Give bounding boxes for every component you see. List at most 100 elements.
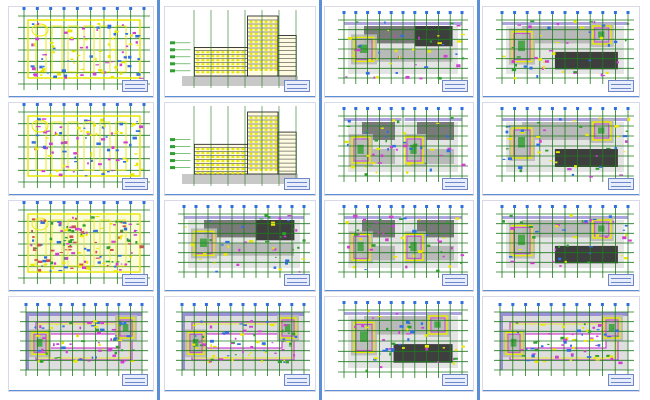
axis-grid	[338, 301, 468, 378]
drawing-sheet-graphic	[494, 303, 634, 376]
title-block	[442, 178, 468, 190]
sheet-r3c4	[482, 200, 640, 292]
stair-core	[589, 119, 614, 143]
annotation-marks	[502, 20, 630, 80]
sheet-r2c4	[482, 102, 640, 196]
drawing-sheet-graphic	[338, 106, 468, 192]
sheet-bottom-rule	[324, 390, 474, 392]
drawing-sheet-graphic	[170, 106, 298, 186]
title-block	[442, 80, 468, 92]
sheet-r2c3	[324, 102, 474, 196]
annotation-marks	[345, 214, 465, 273]
title-block	[442, 274, 468, 286]
level-markers	[170, 138, 191, 170]
axis-grid	[338, 11, 468, 84]
axis-grid	[338, 205, 468, 278]
annotation-marks	[30, 22, 144, 79]
sheet-r2c2	[164, 102, 316, 196]
drawing-sheet-graphic	[170, 10, 298, 88]
axis-grid	[496, 11, 634, 84]
sheet-bottom-rule	[482, 390, 640, 392]
annotation-marks	[192, 320, 298, 364]
sheet-bottom-rule	[164, 390, 316, 392]
annotation-marks	[502, 214, 632, 267]
annotation-marks	[344, 117, 466, 176]
title-block	[122, 374, 148, 386]
sheet-bottom-rule	[8, 390, 154, 392]
sheet-bottom-rule	[482, 96, 640, 98]
axis-grid	[496, 107, 634, 182]
title-block	[122, 274, 148, 286]
title-block	[284, 80, 310, 92]
stair-core	[115, 315, 137, 341]
annotation-marks	[30, 216, 144, 273]
sheet-bottom-rule	[324, 194, 474, 196]
drawing-sheet-graphic	[338, 204, 468, 288]
stair-core	[503, 329, 525, 358]
annotation-marks	[345, 21, 466, 80]
sheet-bottom-rule	[482, 194, 640, 196]
site-outline	[27, 115, 141, 177]
stair-core	[425, 313, 450, 337]
stair-core	[351, 34, 377, 65]
building-elevation	[182, 111, 298, 184]
stair-core	[589, 217, 614, 241]
sheet-r4c4	[482, 296, 640, 392]
sheet-r1c1	[8, 6, 154, 98]
drawing-sheet-graphic	[176, 303, 310, 376]
sheet-divider	[319, 0, 322, 400]
title-block	[608, 274, 634, 286]
drawing-sheet-graphic	[338, 11, 468, 84]
drawing-sheet-graphic	[178, 205, 310, 278]
title-block	[608, 80, 634, 92]
stair-core	[601, 315, 623, 341]
sheet-r3c3	[324, 200, 474, 292]
title-block	[608, 178, 634, 190]
title-block	[284, 374, 310, 386]
drawing-sheet-graphic	[20, 303, 148, 376]
stair-core	[185, 329, 207, 358]
drawing-sheet-graphic	[18, 103, 150, 188]
drawing-sheet-graphic	[338, 301, 468, 378]
drawing-sheet-graphic	[496, 205, 634, 278]
sheet-bottom-rule	[164, 96, 316, 98]
title-block	[608, 374, 634, 386]
title-block	[284, 178, 310, 190]
drawing-sheet-graphic	[496, 107, 634, 182]
stair-core	[402, 134, 426, 166]
sheet-r1c3	[324, 6, 474, 98]
sheet-r4c3	[324, 296, 474, 392]
annotation-marks	[502, 117, 631, 178]
sheet-r1c4	[482, 6, 640, 98]
sheet-bottom-rule	[8, 290, 154, 292]
title-block	[442, 374, 468, 386]
sheet-bottom-rule	[8, 96, 154, 98]
axis-grid	[178, 205, 310, 278]
title-block	[122, 80, 148, 92]
annotation-marks	[31, 118, 144, 177]
sheet-bottom-rule	[482, 290, 640, 292]
sheet-bottom-rule	[324, 290, 474, 292]
stair-core	[509, 28, 535, 65]
title-block	[284, 274, 310, 286]
stair-core	[589, 23, 614, 47]
sheet-divider	[477, 0, 480, 400]
sheet-r3c2	[164, 200, 316, 292]
drawing-sheet-graphic	[18, 201, 150, 284]
stair-core	[402, 231, 426, 264]
annotation-marks	[34, 320, 135, 364]
sheet-r3c1	[8, 200, 154, 292]
annotation-marks	[184, 214, 306, 273]
drawing-sheet-graphic	[496, 11, 634, 84]
stair-core	[349, 134, 373, 166]
sheet-r1c2	[164, 6, 316, 98]
sheet-bottom-rule	[164, 290, 316, 292]
sheet-bottom-rule	[8, 194, 154, 196]
level-markers	[170, 41, 191, 73]
annotation-marks	[515, 321, 623, 365]
annotation-marks	[354, 310, 465, 373]
sheet-r2c1	[8, 102, 154, 196]
title-block	[122, 178, 148, 190]
sheet-r4c1	[8, 296, 154, 392]
